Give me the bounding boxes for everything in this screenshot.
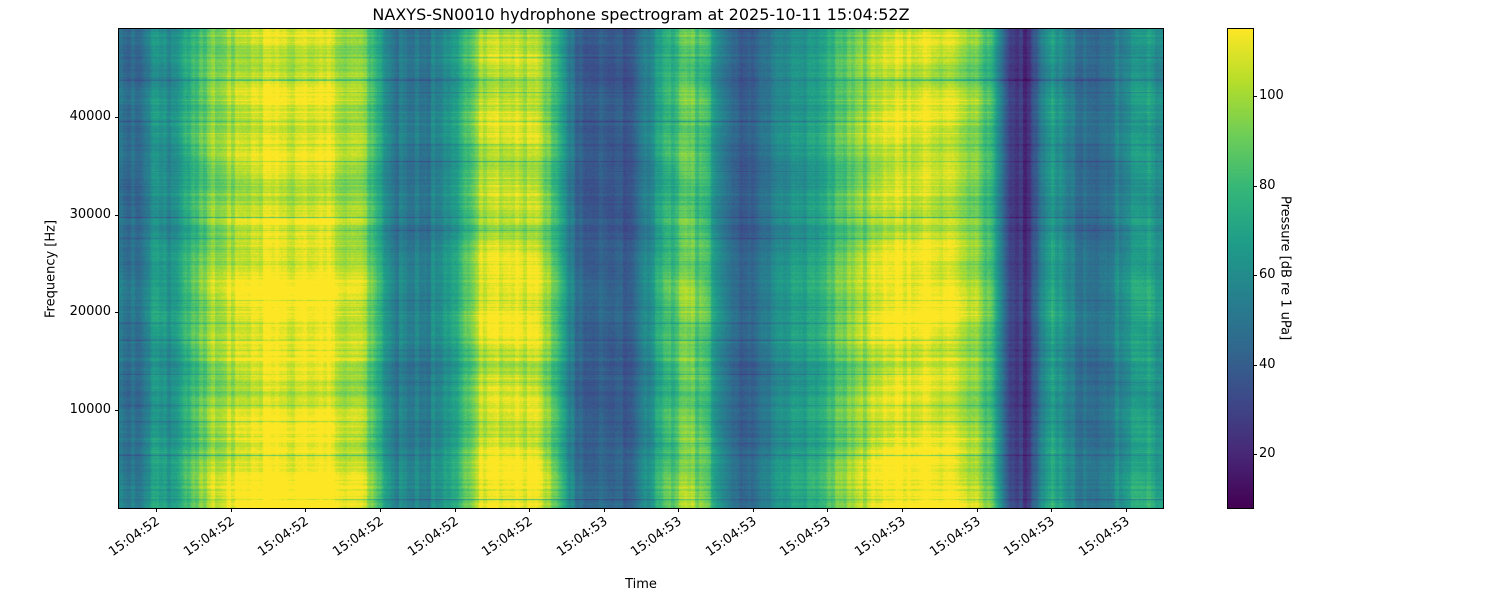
x-tick [827,508,829,512]
x-tick [1051,508,1053,512]
x-tick-label: 15:04:53 [926,514,984,560]
x-tick-label: 15:04:52 [404,514,462,560]
x-tick [902,508,903,512]
x-tick [603,508,605,512]
x-tick [454,508,456,512]
x-tick [752,508,754,512]
x-tick [380,508,381,512]
x-tick-label: 15:04:52 [106,514,163,560]
x-tick-label: 15:04:52 [479,514,536,560]
y-axis-label: Frequency [Hz] [43,219,59,318]
y-tick [115,116,119,118]
y-tick-label: 10000 [69,402,111,418]
x-tick-label: 15:04:52 [330,514,387,560]
chart-title: NAXYS-SN0010 hydrophone spectrogram at 2… [372,5,910,24]
colorbar-tick [1253,364,1257,366]
x-tick-label: 15:04:53 [553,514,611,560]
y-tick-label: 20000 [69,304,111,320]
y-tick [115,214,119,216]
x-tick [305,508,307,512]
colorbar-tick [1253,275,1257,277]
x-tick [976,508,978,512]
x-axis-label: Time [625,577,657,592]
x-tick-label: 15:04:53 [1075,514,1133,560]
x-tick-label: 15:04:53 [1001,514,1058,560]
x-tick-label: 15:04:53 [703,514,760,560]
colorbar-label: Pressure [dB re 1 uPa] [1277,196,1293,341]
colorbar-tick [1253,96,1257,98]
colorbar-tick [1253,185,1257,187]
colorbar-tick-label: 20 [1259,446,1276,462]
colorbar-tick-label: 100 [1259,88,1284,104]
x-tick [230,508,232,512]
colorbar-tick-label: 80 [1259,177,1276,193]
x-tick [1125,508,1127,512]
colorbar-tick-label: 40 [1259,356,1276,372]
y-tick-label: 40000 [69,108,111,124]
x-tick [529,508,531,512]
colorbar-tick [1253,454,1257,456]
x-tick [156,508,158,512]
y-tick [115,312,119,314]
colorbar-tick-label: 60 [1259,267,1276,283]
spectrogram-heatmap [118,28,1164,509]
x-tick-label: 15:04:52 [181,514,238,560]
x-tick [678,508,680,512]
x-tick-label: 15:04:52 [255,514,313,560]
colorbar [1227,28,1254,509]
x-tick-label: 15:04:53 [777,514,835,560]
y-tick-label: 30000 [69,206,111,222]
x-tick-label: 15:04:53 [628,514,685,560]
x-tick-label: 15:04:53 [852,514,909,560]
y-tick [115,410,119,412]
